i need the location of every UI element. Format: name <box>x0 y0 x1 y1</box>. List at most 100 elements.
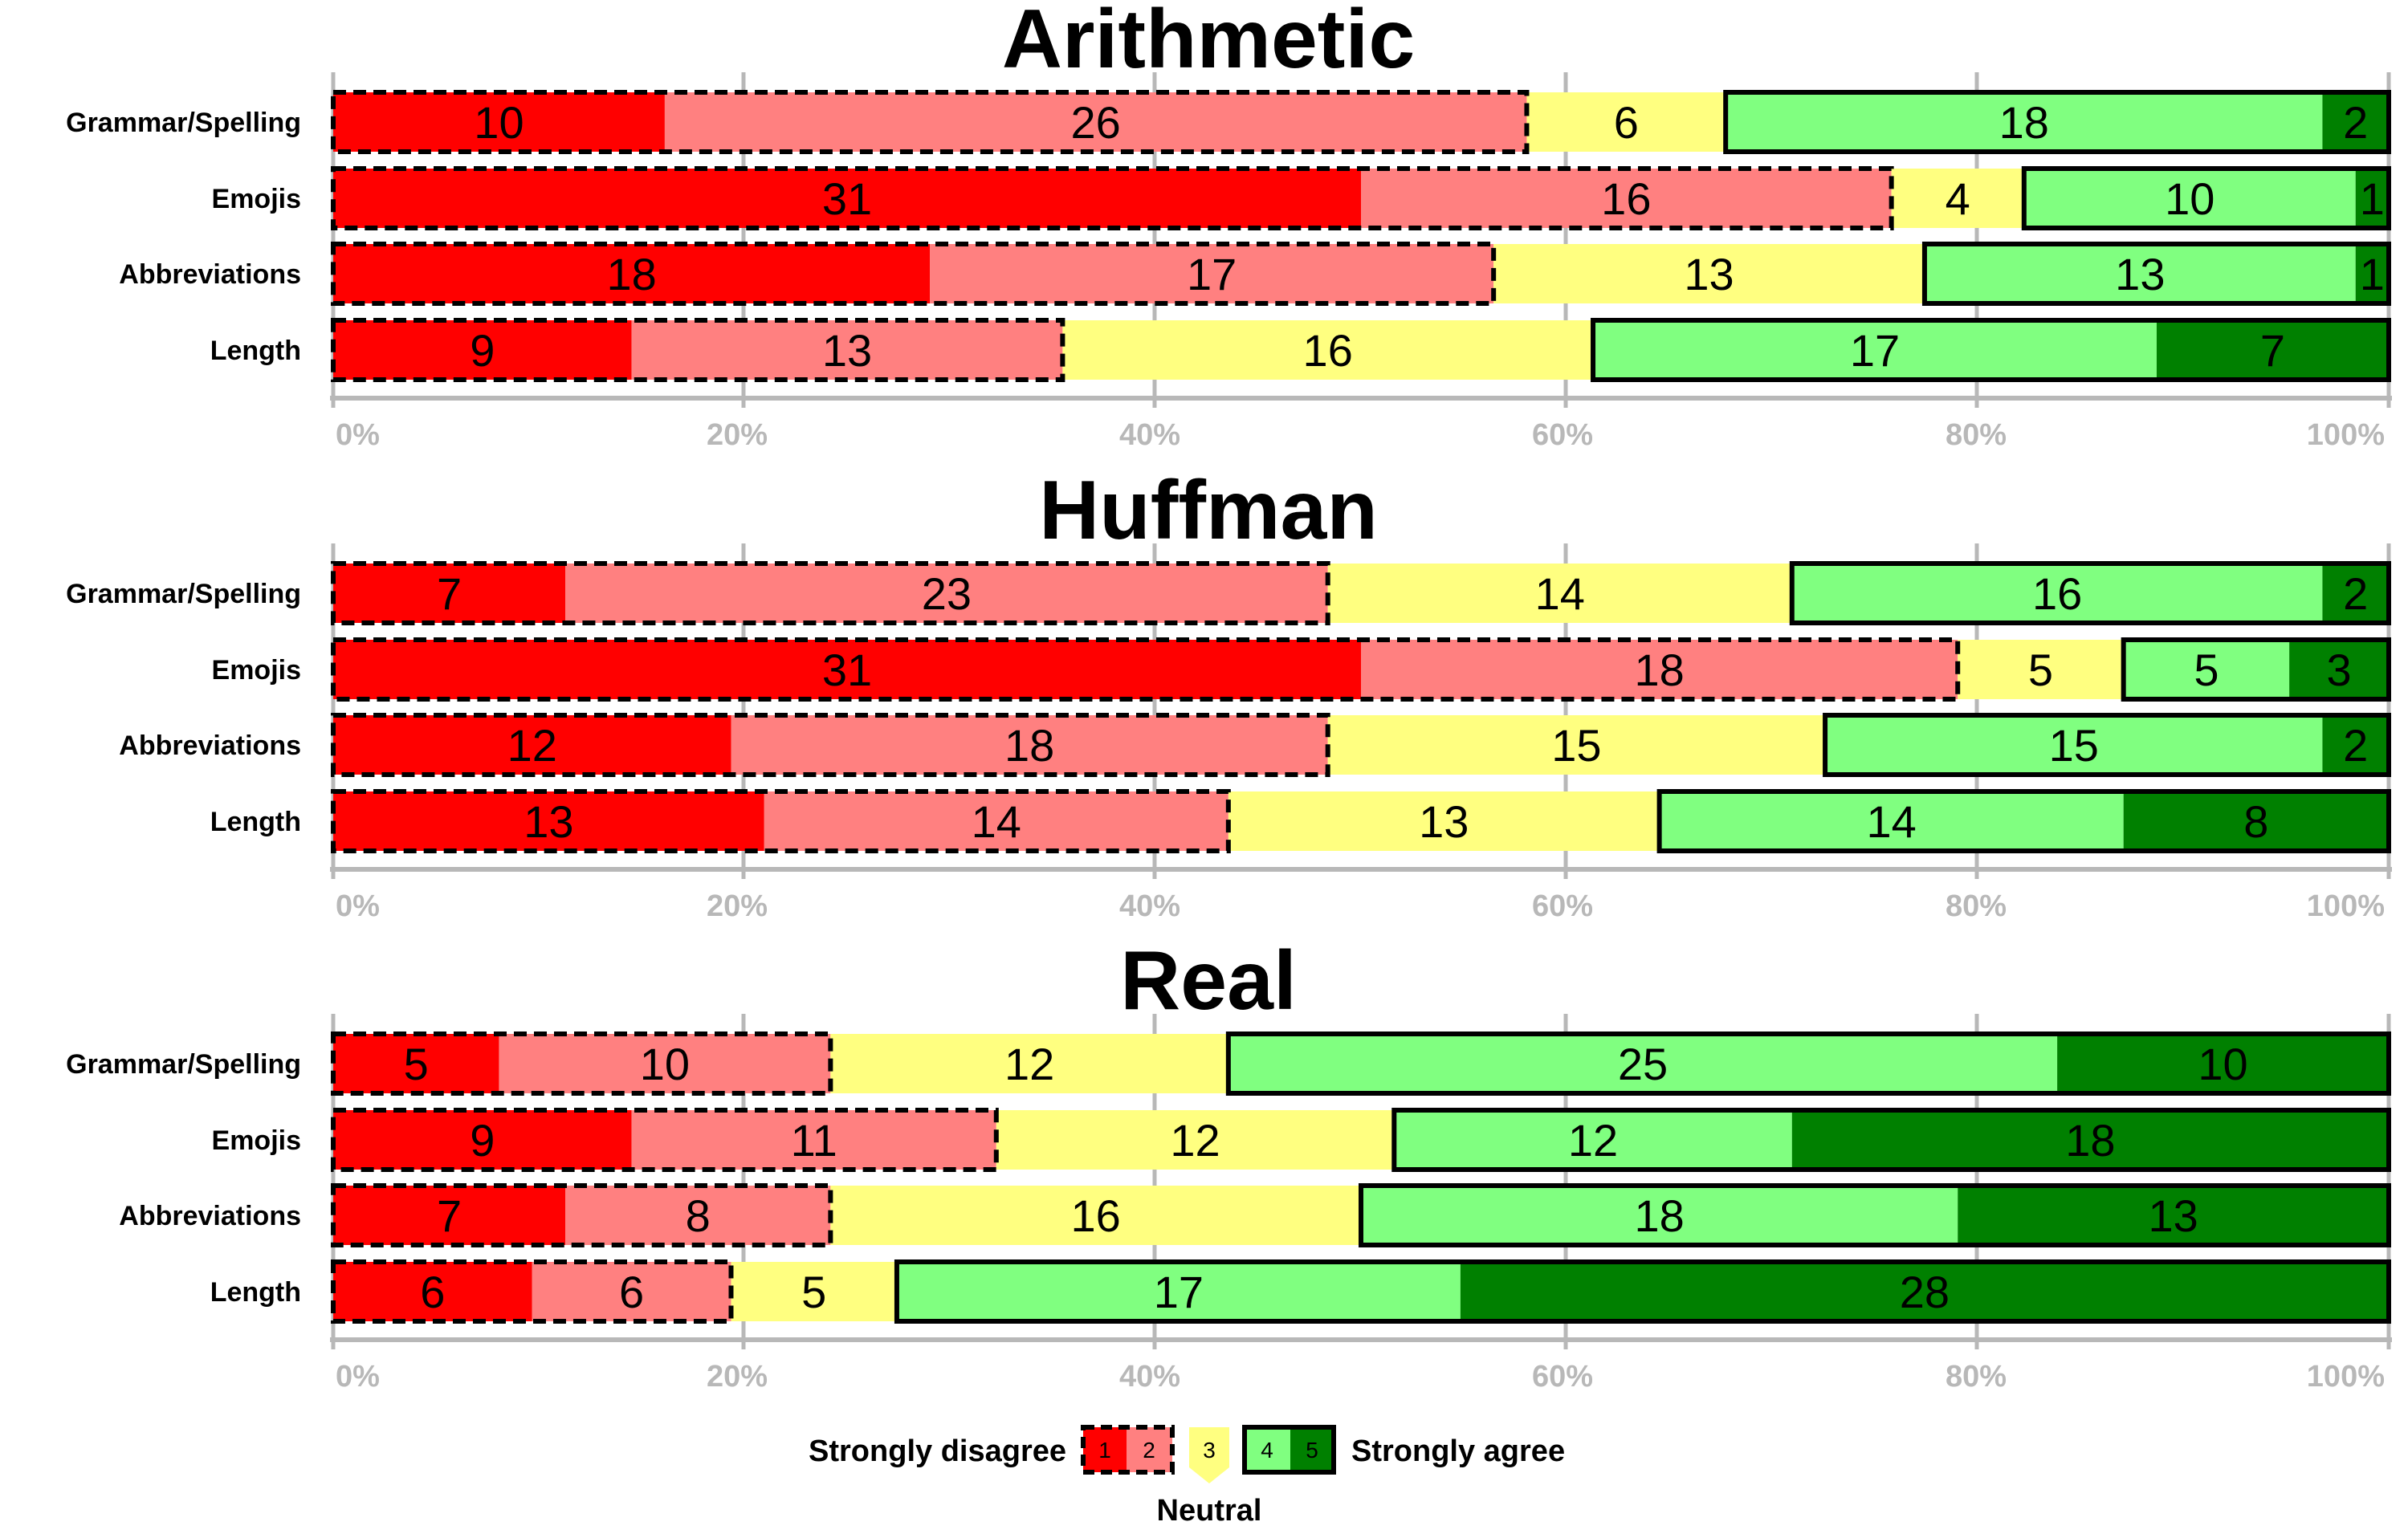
segment-value-label: 31 <box>822 173 872 224</box>
segment-value-label: 18 <box>1004 720 1054 771</box>
segment-value-label: 9 <box>470 1115 495 1166</box>
bar-segment <box>333 1034 499 1093</box>
segment-value-label: 14 <box>1535 568 1585 619</box>
segment-value-label: 3 <box>2326 645 2351 695</box>
segment-value-label: 18 <box>2065 1115 2115 1166</box>
bar-segment <box>333 92 665 152</box>
bar-segment <box>731 1262 897 1321</box>
legend-agree-outline <box>1242 1425 1336 1475</box>
agree-outline <box>1359 1183 2391 1247</box>
segment-value-label: 10 <box>640 1039 690 1089</box>
segment-value-label: 26 <box>1071 97 1121 148</box>
segment-value-label: 2 <box>2343 568 2368 619</box>
bar-segment <box>2322 715 2389 775</box>
category-label: Abbreviations <box>119 730 301 761</box>
segment-value-label: 12 <box>1170 1115 1220 1166</box>
bar-segment <box>1228 1034 2058 1093</box>
bar-segment <box>1361 640 1958 699</box>
bar-segment <box>2322 564 2389 623</box>
disagree-outline <box>331 166 1894 230</box>
bar-segment <box>333 1186 566 1245</box>
bar-segment <box>2123 791 2389 851</box>
bar-segment <box>2322 92 2389 152</box>
category-label: Length <box>210 807 301 837</box>
disagree-outline <box>331 1031 833 1096</box>
bar-segment <box>1062 320 1594 380</box>
legend-item-label: 2 <box>1143 1438 1155 1463</box>
disagree-outline <box>331 637 1961 702</box>
bar-segment <box>1361 1186 1958 1245</box>
segment-value-label: 10 <box>2198 1039 2247 1089</box>
segment-value-label: 31 <box>822 645 872 695</box>
bar-segment <box>1526 92 1726 152</box>
category-label: Emojis <box>212 1125 301 1156</box>
x-tick-label: 80% <box>1946 418 2007 452</box>
bar-segment <box>1924 244 2356 303</box>
segment-value-label: 16 <box>1601 173 1651 224</box>
segment-value-label: 18 <box>606 249 656 299</box>
category-label: Emojis <box>212 655 301 686</box>
segment-value-label: 6 <box>420 1267 445 1317</box>
bar-segment <box>1791 1110 2389 1170</box>
disagree-outline <box>331 1183 833 1247</box>
bar-segment <box>2057 1034 2389 1093</box>
bar-segment <box>1958 1186 2389 1245</box>
segment-value-label: 6 <box>1614 97 1639 148</box>
legend-swatch <box>1083 1427 1127 1472</box>
bar-segment <box>664 92 1527 152</box>
category-label: Grammar/Spelling <box>66 1049 301 1080</box>
bar-segment <box>333 640 1361 699</box>
segment-value-label: 14 <box>972 796 1021 847</box>
legend-item-label: 1 <box>1098 1438 1111 1463</box>
agree-outline <box>1723 90 2392 154</box>
bar-segment <box>2023 169 2356 228</box>
legend-item-label: 5 <box>1306 1438 1318 1463</box>
segment-value-label: 11 <box>791 1115 837 1166</box>
bar-segment <box>532 1262 731 1321</box>
x-tick-label: 40% <box>1119 889 1180 923</box>
legend-left-label: Strongly disagree <box>809 1434 1066 1468</box>
bar-segment <box>1958 640 2124 699</box>
segment-value-label: 16 <box>1303 325 1353 376</box>
segment-value-label: 7 <box>437 568 462 619</box>
x-tick-label: 0% <box>336 889 380 923</box>
bar-segment <box>830 1186 1361 1245</box>
category-label: Abbreviations <box>119 259 301 290</box>
segment-value-label: 13 <box>822 325 872 376</box>
legend-swatch <box>1127 1427 1172 1472</box>
x-tick-label: 100% <box>2307 418 2385 452</box>
legend-disagree-outline <box>1081 1425 1175 1475</box>
bar-segment <box>333 1262 532 1321</box>
segment-value-label: 12 <box>1004 1039 1054 1089</box>
agree-outline <box>1789 561 2391 625</box>
agree-outline <box>1591 318 2391 382</box>
bar-segment <box>1460 1262 2389 1321</box>
bar-segment <box>333 244 931 303</box>
disagree-outline <box>331 713 1330 777</box>
bar-segment <box>1825 715 2323 775</box>
x-tick-label: 20% <box>707 1360 768 1394</box>
bar-segment <box>896 1262 1461 1321</box>
bar-segment <box>499 1034 831 1093</box>
segment-value-label: 18 <box>1634 645 1684 695</box>
panel-title: Arithmetic <box>1002 0 1415 86</box>
legend-swatch <box>1290 1427 1334 1472</box>
segment-value-label: 8 <box>686 1190 711 1241</box>
category-label: Emojis <box>212 184 301 214</box>
segment-value-label: 2 <box>2343 97 2368 148</box>
agree-outline <box>1921 242 2392 306</box>
bar-segment <box>1493 244 1925 303</box>
agree-outline <box>2121 637 2392 702</box>
x-tick-label: 100% <box>2307 889 2385 923</box>
bar-segment <box>2123 640 2290 699</box>
segment-value-label: 8 <box>2243 796 2268 847</box>
segment-value-label: 13 <box>1684 249 1734 299</box>
agree-outline <box>894 1259 2391 1324</box>
x-tick-label: 60% <box>1532 889 1593 923</box>
disagree-outline <box>331 242 1497 306</box>
bar-segment <box>333 169 1361 228</box>
segment-value-label: 10 <box>2165 173 2214 224</box>
legend-swatch <box>1189 1427 1229 1483</box>
segment-value-label: 12 <box>507 720 557 771</box>
